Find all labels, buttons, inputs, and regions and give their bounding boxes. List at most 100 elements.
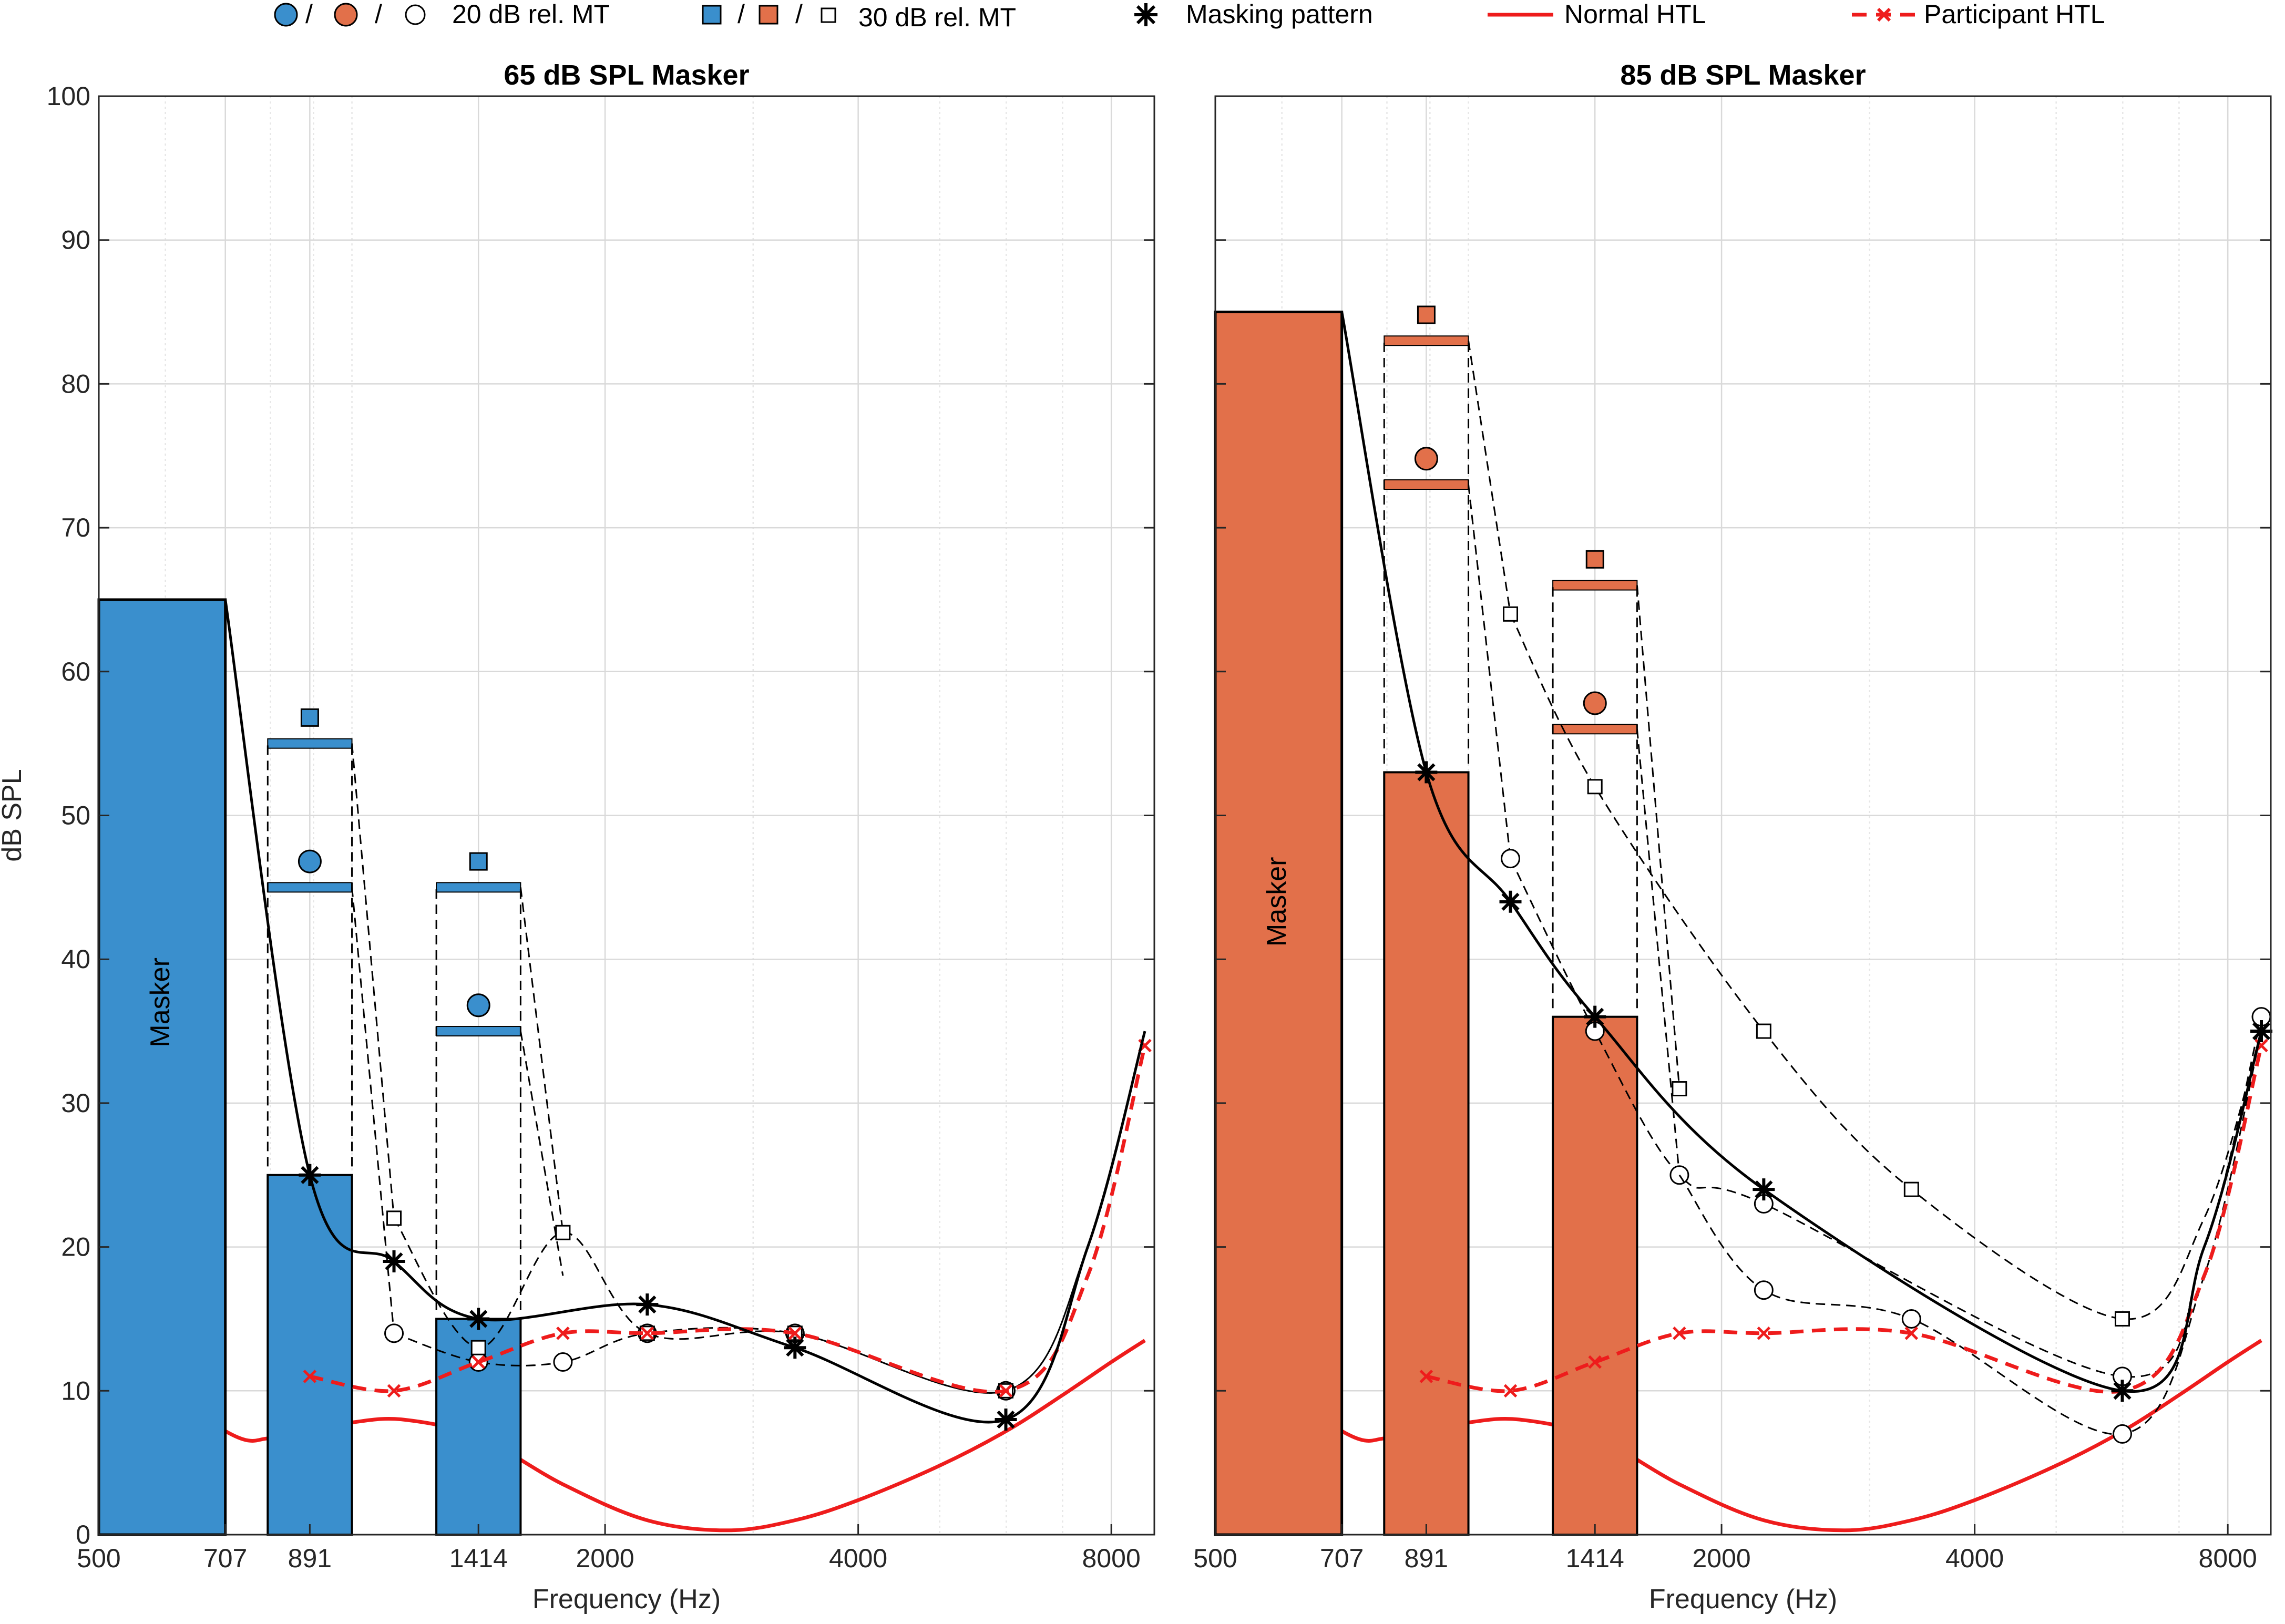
asterisk-stroke <box>301 1166 319 1184</box>
participant-htl-point <box>788 1327 802 1340</box>
open-circle-point <box>1501 849 1521 869</box>
y-tick-label: 80 <box>61 369 90 398</box>
marker-20db-circle <box>1414 447 1438 471</box>
asterisk-stroke <box>638 1295 657 1314</box>
legend-masking-label: Masking pattern <box>1186 0 1373 29</box>
cross-stroke <box>1503 1384 1518 1398</box>
level-bar-30db <box>1384 335 1469 346</box>
dashed-connector <box>351 887 395 1333</box>
cross-stroke <box>556 1327 570 1340</box>
legend-orange-square-icon <box>759 5 778 25</box>
open-square-point <box>1587 779 1603 795</box>
probe-bar <box>1383 771 1470 1536</box>
dashed-connector <box>351 743 395 1218</box>
participant-htl-point <box>556 1327 570 1340</box>
masking-pattern-point <box>299 1164 321 1186</box>
legend-open-circle-icon <box>405 4 426 25</box>
masking-pattern-point <box>1753 1178 1775 1201</box>
marker-30db-square <box>1585 550 1604 569</box>
panel-title: 85 dB SPL Masker <box>1620 59 1866 91</box>
legend-open-square-icon <box>821 7 836 23</box>
masking-pattern-point <box>2111 1380 2134 1402</box>
cross-stroke <box>1904 1327 1919 1340</box>
participant-htl-point <box>472 1355 485 1369</box>
masking-pattern-point <box>2250 1020 2273 1043</box>
panel-2: Masker 500 707 891 1414 2000 4000 8000 85 dB SPL… <box>1193 59 2273 1615</box>
asterisk-stroke <box>385 1252 403 1271</box>
open-square-point <box>1503 606 1519 622</box>
participant-htl-point <box>1503 1384 1518 1398</box>
masking-pattern-point <box>1415 761 1438 784</box>
asterisk-stroke <box>1755 1180 1773 1199</box>
x-axis-label: Frequency (Hz) <box>1649 1584 1837 1615</box>
x-tick-label: 2000 <box>1692 1544 1750 1573</box>
y-tick-label: 20 <box>61 1232 90 1262</box>
panel-title: 65 dB SPL Masker <box>504 59 749 91</box>
dashed-connector <box>519 887 564 1233</box>
participant-htl-point <box>1904 1327 1919 1340</box>
y-tick-label: 0 <box>76 1520 90 1549</box>
open-circle-point <box>384 1323 404 1343</box>
masking-pattern-point <box>467 1308 490 1330</box>
level-bar-30db <box>436 882 521 893</box>
cross-stroke <box>303 1370 317 1383</box>
level-bar-20db <box>267 882 353 893</box>
x-tick-label: 707 <box>1320 1544 1364 1573</box>
cross-stroke <box>1757 1327 1771 1340</box>
open-square-point <box>1903 1181 1919 1197</box>
asterisk-stroke <box>1417 763 1436 782</box>
masking-pattern-point <box>383 1250 405 1272</box>
legend-participant-label: Participant HTL <box>1924 0 2105 29</box>
cross-stroke <box>788 1327 802 1340</box>
x-tick-label: 500 <box>1193 1544 1237 1573</box>
legend-separator: / <box>795 0 803 29</box>
legend-asterisk-icon <box>1134 3 1157 26</box>
y-tick-label: 60 <box>61 657 90 686</box>
x-tick-label: 707 <box>203 1544 247 1573</box>
cross-stroke <box>1673 1327 1686 1340</box>
y-tick-label: 100 <box>47 81 90 111</box>
participant-htl-point <box>1673 1327 1686 1340</box>
legend-blue-square-icon <box>702 5 722 25</box>
open-square-point <box>386 1210 402 1226</box>
marker-20db-circle <box>1583 691 1607 715</box>
open-circle-point <box>553 1352 573 1372</box>
threshold-30-curve <box>1510 613 2262 1320</box>
masker-label: Masker <box>145 958 176 1047</box>
asterisk-stroke <box>2252 1022 2271 1041</box>
legend-separator: / <box>305 0 313 29</box>
x-axis-label: Frequency (Hz) <box>532 1584 721 1615</box>
level-bar-30db <box>267 738 353 749</box>
masker-bar <box>97 598 227 1536</box>
open-circle-point <box>1669 1165 1689 1185</box>
open-square-point <box>1756 1023 1771 1039</box>
masking-pattern-line <box>224 599 1146 1424</box>
x-tick-label: 500 <box>77 1544 120 1573</box>
x-tick-label: 8000 <box>2199 1544 2257 1573</box>
y-tick-label: 10 <box>61 1376 90 1405</box>
y-tick-label: 70 <box>61 513 90 542</box>
dashed-connector <box>1636 729 1681 1175</box>
cross-stroke <box>472 1355 485 1369</box>
asterisk-stroke <box>997 1410 1015 1429</box>
cross-stroke <box>1419 1370 1433 1383</box>
cross-stroke <box>999 1384 1013 1398</box>
y-tick-label: 30 <box>61 1088 90 1118</box>
x-tick-label: 4000 <box>829 1544 887 1573</box>
participant-htl-point <box>1419 1370 1433 1383</box>
masking-pattern-point <box>1499 890 1522 913</box>
legend-blue-circle-icon <box>274 3 298 27</box>
legend-separator: / <box>375 0 382 29</box>
participant-htl-line <box>1426 1045 2263 1394</box>
masking-pattern-point <box>1584 1005 1606 1028</box>
masking-pattern-point <box>784 1337 806 1359</box>
x-tick-label: 2000 <box>576 1544 634 1573</box>
level-bar-20db <box>436 1026 521 1037</box>
participant-htl-point <box>640 1327 654 1340</box>
level-bar-20db <box>1384 479 1469 490</box>
x-tick-label: 1414 <box>1566 1544 1624 1573</box>
probe-bar <box>1552 1015 1638 1536</box>
probe-bar <box>435 1318 522 1536</box>
participant-htl-point <box>999 1384 1013 1398</box>
